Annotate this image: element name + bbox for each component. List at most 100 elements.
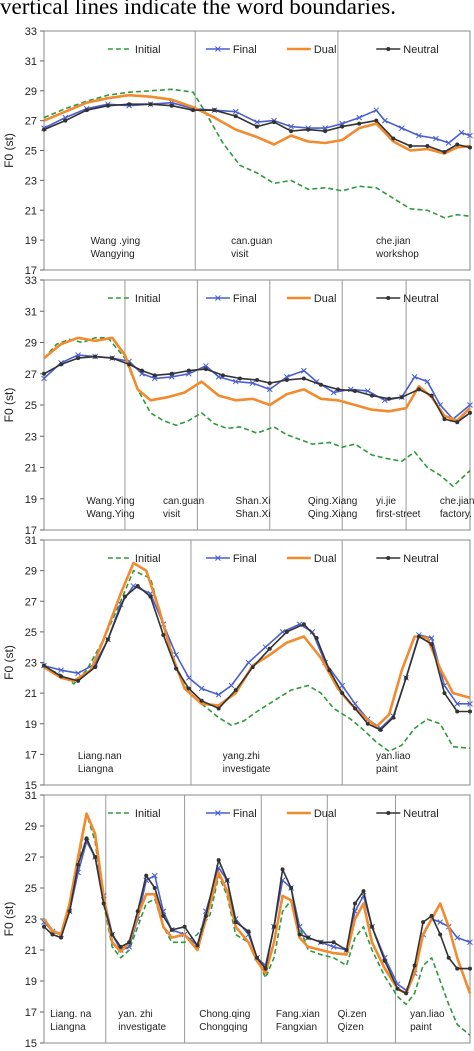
data-point-final: [249, 380, 256, 386]
data-point-neutral: [186, 686, 191, 691]
data-point-neutral: [280, 867, 285, 872]
data-point-final: [168, 374, 175, 380]
data-point-neutral: [199, 698, 204, 703]
data-point-neutral: [335, 387, 340, 392]
data-point-neutral: [233, 920, 238, 925]
y-tick-label: 17: [25, 525, 37, 537]
word-pinyin-label: yi.jie: [376, 496, 396, 507]
data-point-neutral: [169, 103, 174, 108]
data-point-final: [41, 375, 47, 382]
data-point-neutral: [105, 103, 110, 108]
data-point-final: [424, 378, 431, 385]
data-point-neutral: [391, 136, 396, 141]
data-point-neutral: [237, 376, 242, 381]
data-point-neutral: [323, 129, 328, 134]
legend-label-dual: Dual: [314, 808, 337, 820]
chart-panel-3: 15 17 19 21 23 25 27 29 31 F0 (st) Initial Final Dua…: [2, 535, 473, 792]
data-point-neutral: [110, 356, 115, 361]
data-point-final: [339, 120, 346, 127]
data-point-neutral: [139, 368, 144, 373]
data-point-final: [437, 919, 444, 925]
word-gloss-label: Shan.Xi: [235, 509, 270, 520]
data-point-neutral: [468, 709, 472, 714]
y-tick-label: 31: [25, 306, 37, 318]
y-tick-label: 23: [25, 658, 37, 670]
data-point-neutral: [327, 668, 332, 673]
data-point-neutral: [416, 634, 421, 639]
data-point-neutral: [127, 362, 132, 367]
data-point-final: [433, 135, 439, 142]
y-tick-label: 33: [25, 275, 37, 287]
y-tick-label: 27: [25, 596, 37, 608]
chart-panel-4: 15 17 19 21 23 25 27 29 31 F0 (st) Initial Final Dua…: [2, 790, 473, 1050]
data-point-final: [228, 682, 235, 689]
y-axis-label: F0 (st): [2, 133, 16, 168]
data-point-neutral: [152, 886, 157, 890]
data-point-neutral: [144, 873, 149, 878]
series-line-neutral: [43, 837, 470, 995]
word-gloss-label: Wangying: [91, 249, 135, 260]
word-gloss-label: Chongqing: [199, 1022, 247, 1033]
word-pinyin-label: yang.zhi: [223, 751, 260, 762]
word-pinyin-label: Liang.nan: [78, 751, 122, 762]
data-point-final: [398, 125, 405, 131]
data-point-neutral: [404, 675, 409, 680]
data-point-neutral: [174, 666, 179, 671]
data-point-neutral: [284, 629, 289, 634]
data-point-neutral: [63, 118, 68, 123]
data-point-final: [467, 939, 473, 946]
y-tick-label: 25: [25, 400, 37, 412]
data-point-neutral: [370, 924, 375, 929]
y-tick-label: 27: [25, 369, 37, 381]
data-point-neutral: [404, 991, 409, 996]
data-point-neutral: [267, 381, 272, 386]
series-line-dual: [43, 93, 471, 155]
y-tick-label: 21: [25, 945, 37, 957]
data-point-neutral: [186, 368, 191, 373]
data-point-neutral: [297, 932, 302, 937]
legend-label-final: Final: [233, 293, 257, 305]
data-point-neutral: [446, 955, 451, 960]
legend-marker: [215, 810, 221, 816]
data-point-final: [75, 670, 81, 677]
y-tick-label: 23: [25, 431, 37, 443]
data-point-final: [58, 667, 64, 674]
data-point-final: [445, 140, 452, 146]
series-line-final: [43, 354, 471, 420]
word-gloss-label: investigate: [118, 1022, 166, 1033]
data-point-neutral: [318, 382, 323, 387]
data-point-neutral: [233, 114, 238, 119]
data-point-neutral: [425, 144, 430, 149]
data-point-neutral: [76, 678, 81, 683]
y-tick-label: 31: [25, 535, 37, 547]
data-point-final: [339, 682, 346, 689]
legend-label-dual: Dual: [314, 44, 337, 56]
y-tick-label: 23: [25, 914, 37, 926]
data-point-final: [330, 944, 337, 950]
word-pinyin-label: can.guan: [163, 496, 204, 507]
data-point-neutral: [340, 124, 345, 129]
data-point-neutral: [421, 920, 426, 925]
legend-marker: [386, 556, 391, 560]
data-point-neutral: [416, 387, 421, 392]
y-tick-label: 17: [25, 749, 37, 761]
legend-marker: [386, 296, 391, 300]
chart-panel-2: 17 19 21 23 25 27 29 31 33 F0 (st) Initial Final Dua…: [2, 275, 474, 537]
data-point-neutral: [216, 858, 221, 863]
legend-label-initial: Initial: [135, 553, 161, 565]
data-point-neutral: [429, 913, 434, 918]
data-point-neutral: [135, 909, 140, 914]
data-point-final: [266, 386, 273, 393]
data-point-neutral: [391, 715, 396, 720]
data-point-neutral: [255, 378, 259, 382]
y-axis-label: F0 (st): [2, 902, 16, 937]
data-point-neutral: [105, 637, 110, 642]
legend-label-neutral: Neutral: [403, 553, 438, 565]
data-point-neutral: [169, 927, 174, 932]
legend-marker: [215, 555, 221, 561]
y-tick-label: 25: [25, 883, 37, 895]
data-point-neutral: [318, 940, 323, 945]
data-point-neutral: [203, 913, 208, 918]
word-pinyin-label: che.jian.: [440, 496, 474, 507]
y-tick-label: 31: [25, 56, 37, 68]
